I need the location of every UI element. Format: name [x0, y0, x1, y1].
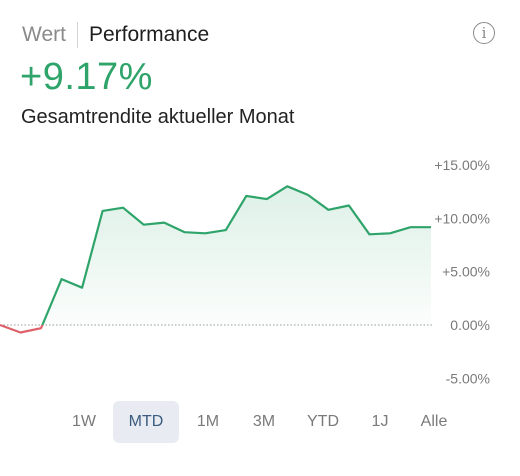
y-tick-label: +5.00%: [442, 264, 490, 280]
range-option-alle[interactable]: Alle: [420, 413, 448, 430]
view-tabs: Wert Performance: [22, 22, 209, 48]
y-tick-label: +10.00%: [434, 210, 490, 226]
range-option-3m[interactable]: 3M: [252, 413, 276, 430]
y-tick-label: +15.00%: [434, 157, 490, 173]
range-option-1j[interactable]: 1J: [371, 413, 389, 430]
performance-area-fill: [42, 186, 432, 325]
performance-line-negative: [0, 323, 44, 334]
performance-chart: +15.00% +10.00% +5.00% 0.00% -5.00%: [0, 157, 490, 386]
performance-line-positive: [41, 185, 431, 326]
range-option-1m[interactable]: 1M: [196, 413, 220, 430]
range-selector: 1W MTD 1M 3M YTD 1J Alle: [0, 401, 520, 445]
total-return-label: Gesamtrendite aktueller Monat: [21, 106, 295, 128]
range-option-1w[interactable]: 1W: [72, 413, 96, 430]
tab-wert[interactable]: Wert: [22, 23, 66, 46]
y-tick-label: 0.00%: [450, 317, 490, 333]
range-option-mtd[interactable]: MTD: [113, 401, 179, 443]
y-tick-label: -5.00%: [446, 370, 490, 386]
info-icon[interactable]: i: [473, 22, 495, 44]
range-option-ytd[interactable]: YTD: [307, 413, 339, 430]
tab-performance[interactable]: Performance: [88, 23, 210, 46]
tab-divider: [76, 22, 78, 48]
total-return-value: +9.17%: [20, 56, 153, 98]
